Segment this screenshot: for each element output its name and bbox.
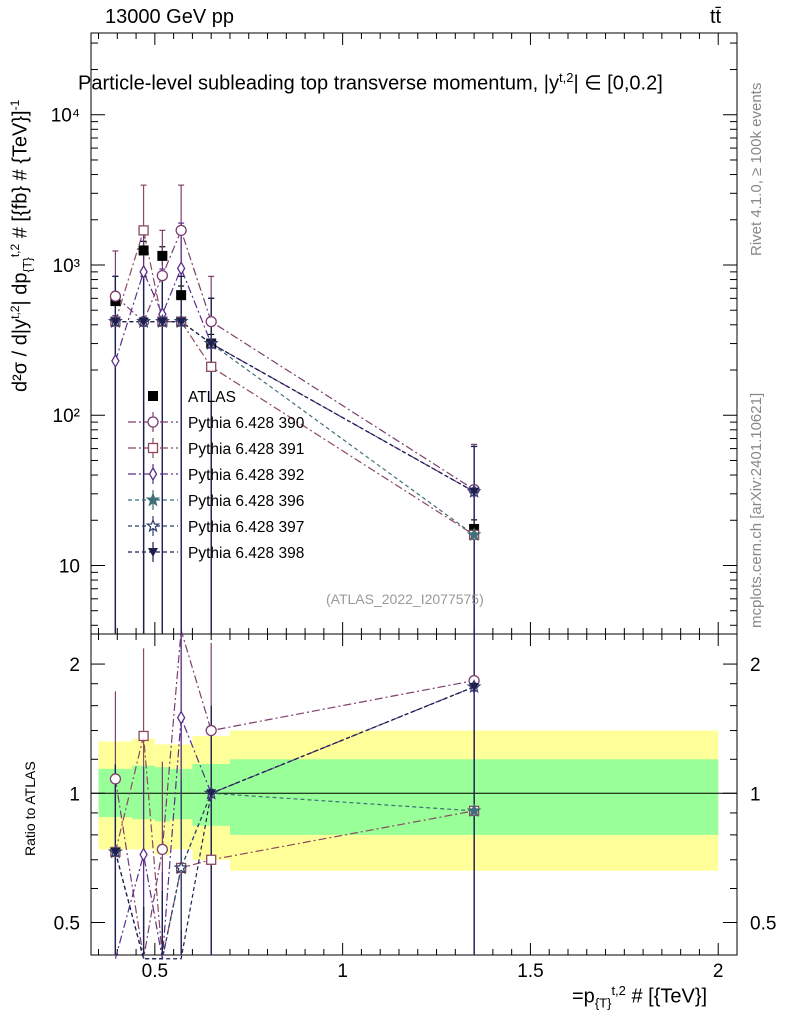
marker-p390: [156, 269, 169, 282]
ratio-marker-p391: [138, 730, 149, 742]
y-tick-label: 10³: [53, 256, 80, 277]
plot-frames: [90, 32, 738, 956]
legend-marker-p397: [145, 518, 161, 533]
plot-title-text: Particle-level subleading top transverse…: [78, 72, 559, 95]
marker-p392: [176, 261, 186, 276]
ratio-marker-p392: [139, 847, 148, 862]
legend: ATLAS Pythia 6.428 390 Pythia 6.428 391 Pyt…: [128, 389, 305, 562]
legend-label-p391: Pythia 6.428 391: [188, 441, 304, 458]
marker-p398: [469, 487, 480, 497]
legend-marker-atlas: [148, 391, 158, 401]
legend-label-p390: Pythia 6.428 390: [188, 415, 305, 432]
marker-p392: [139, 264, 148, 280]
ratio-plot-frame: [90, 633, 738, 956]
marker-atlas: [138, 245, 149, 256]
ratio-marker-p390: [156, 843, 169, 856]
legend-label-atlas: ATLAS: [188, 389, 236, 406]
header-process: 13000 GeV pp: [105, 6, 234, 28]
marker-atlas: [176, 290, 187, 301]
side-label-mcplots: mcplots.cern.ch [arXiv:2401.10621]: [748, 392, 765, 628]
plot-title: Particle-level subleading top transverse…: [78, 70, 663, 96]
main-plot-frame: [90, 32, 738, 635]
ratio-marker-p392: [176, 710, 186, 725]
x-tick-label: 1.5: [517, 961, 543, 982]
marker-p398: [206, 339, 217, 349]
legend-label-p397: Pythia 6.428 397: [188, 519, 304, 536]
marker-atlas: [157, 250, 168, 261]
marker-p398: [138, 317, 149, 327]
marker-p390: [109, 290, 122, 302]
marker-p391: [138, 225, 149, 236]
y-tick-label: 10²: [53, 406, 80, 427]
axis-ticks: [91, 33, 737, 955]
legend-label-p398: Pythia 6.428 398: [188, 545, 304, 562]
ratio-marker-p397: [173, 860, 189, 875]
ratio-marker-p391: [206, 854, 217, 865]
plot-title-tail: | ∈ [0,0.2]: [573, 72, 663, 95]
marker-p396: [466, 527, 482, 542]
ratio-marker-p390: [109, 773, 122, 785]
marker-p390: [205, 315, 217, 328]
x-tick-label: 2: [713, 961, 724, 982]
ratio-marker-p398: [206, 789, 217, 799]
watermark-analysis: (ATLAS_2022_I2077575): [326, 591, 484, 607]
legend-marker-p396: [145, 492, 161, 507]
ratio-marker-p398: [469, 682, 480, 692]
series-line-p390: [115, 228, 475, 491]
plot-title-superscript: t,2: [558, 70, 574, 85]
ratio-tick-label-right: 1: [750, 784, 761, 805]
tick-labels: 0.5 1 1.5 2 10 10² 10³ 10⁴ 0.5 0.5 1 1 2 2: [51, 106, 777, 982]
ratio-marker-p396: [466, 803, 482, 818]
y-tick-label: 10⁴: [51, 106, 80, 127]
marker-p391: [206, 361, 217, 372]
legend-marker-p391: [147, 442, 159, 454]
marker-p392: [111, 353, 120, 369]
ratio-tick-label-right: 0.5: [750, 913, 776, 934]
side-label-rivet: Rivet 4.1.0, ≥ 100k events: [748, 82, 765, 256]
x-tick-label: 1: [337, 961, 348, 982]
ratio-tick-label: 0.5: [54, 913, 80, 934]
ratio-line-p398: [114, 686, 475, 960]
x-axis-label: =p{T}t,2 # [{TeV}]: [572, 983, 708, 1011]
ratio-line-p390: [114, 630, 475, 959]
legend-label-p392: Pythia 6.428 392: [188, 467, 304, 484]
ratio-y-axis-label: Ratio to ATLAS: [22, 761, 38, 856]
series-line-p391: [114, 230, 475, 536]
y-axis-label: d²σ / d|yt,2| dp{T}t,2 # [{fb} # {TeV}]-…: [8, 99, 35, 392]
marker-p398: [110, 317, 121, 327]
ratio-tick-label: 1: [69, 784, 80, 805]
marker-p390: [175, 224, 187, 237]
series-line-p392: [114, 266, 475, 493]
y-tick-label: 10: [59, 556, 80, 577]
legend-marker-p390: [147, 416, 159, 428]
ratio-marker-p390: [205, 724, 217, 737]
marker-p398: [176, 317, 187, 327]
header-final-state: tt̄: [710, 6, 722, 28]
ratio-marker-p398: [110, 847, 121, 857]
data-markers: [108, 224, 482, 875]
x-tick-label: 0.5: [142, 961, 168, 982]
marker-p398: [157, 317, 168, 327]
legend-marker-p398: [148, 548, 158, 557]
legend-label-p396: Pythia 6.428 396: [188, 493, 304, 510]
ratio-tick-label: 2: [69, 655, 80, 676]
ratio-tick-label-right: 2: [750, 655, 761, 676]
legend-marker-p392: [148, 466, 158, 482]
